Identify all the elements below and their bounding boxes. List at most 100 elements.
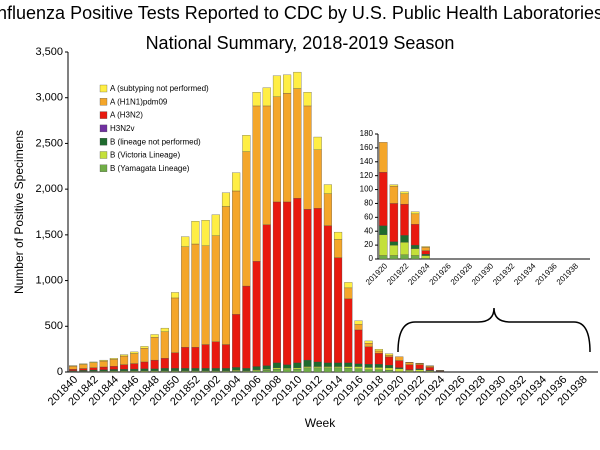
- bar-segment: [252, 92, 261, 107]
- bar-segment: [170, 352, 180, 369]
- bar-segment: [389, 244, 399, 256]
- bar-segment: [293, 369, 302, 373]
- bar-segment: [303, 92, 312, 107]
- legend-label: A (H1N1)pdm09: [110, 97, 168, 106]
- bar-segment: [99, 366, 108, 370]
- bar-segment: [262, 224, 271, 366]
- bar-segment: [379, 234, 388, 256]
- bar-segment: [293, 71, 302, 89]
- bar-segment: [170, 292, 180, 299]
- bar-segment: [109, 366, 118, 370]
- bar-segment: [120, 369, 129, 372]
- bar-segment: [252, 261, 261, 367]
- bar-segment: [344, 366, 353, 369]
- bar-segment: [323, 225, 332, 364]
- bar-segment: [374, 353, 383, 365]
- y-tick-label: 1,500: [35, 229, 63, 241]
- bar-segment: [313, 367, 322, 373]
- bar-segment: [374, 369, 383, 373]
- bar-segment: [344, 282, 353, 289]
- y-tick-label: 20: [364, 240, 373, 249]
- bar-segment: [272, 369, 281, 373]
- bar-segment: [364, 364, 373, 368]
- bar-segment: [150, 334, 159, 338]
- bar-segment: [191, 368, 200, 371]
- bar-segment: [303, 367, 312, 373]
- bar-segment: [201, 344, 210, 369]
- bar-segment: [160, 358, 169, 369]
- legend-swatch: [99, 164, 108, 172]
- bar-segment: [334, 366, 343, 369]
- bar-segment: [89, 367, 98, 371]
- bar-segment: [242, 135, 251, 152]
- bar-segment: [140, 361, 149, 369]
- bar-segment: [109, 358, 118, 360]
- y-tick-label: 0: [369, 254, 374, 263]
- y-tick-label: 3,000: [35, 92, 63, 104]
- bar-segment: [79, 363, 88, 365]
- inset-bracket: [397, 307, 591, 353]
- bar-segment: [410, 224, 420, 246]
- bar-segment: [400, 235, 409, 243]
- y-tick-label: 2,000: [35, 183, 63, 195]
- x-tick-label: 201938: [555, 261, 581, 287]
- x-tick-label: 201934: [512, 261, 538, 287]
- bar-segment: [150, 359, 159, 369]
- bar-segment: [323, 193, 332, 226]
- bar-segment: [272, 75, 281, 97]
- bar-segment: [364, 367, 373, 370]
- chart-title: Influenza Positive Tests Reported to CDC…: [0, 3, 600, 23]
- bar-segment: [272, 96, 281, 203]
- y-tick-label: 1,000: [35, 274, 63, 286]
- bar-segment: [415, 364, 424, 370]
- bar-segment: [109, 359, 118, 367]
- bar-segment: [293, 362, 302, 369]
- bar-segment: [374, 350, 383, 354]
- bar-segment: [389, 184, 399, 187]
- bar-segment: [130, 351, 139, 354]
- bar-segment: [303, 359, 312, 367]
- bar-segment: [150, 368, 159, 371]
- bar-segment: [313, 208, 322, 363]
- bar-segment: [252, 105, 261, 262]
- bar-segment: [181, 368, 190, 371]
- bar-segment: [120, 354, 129, 357]
- bar-segment: [415, 369, 424, 372]
- bar-segment: [201, 245, 210, 345]
- x-tick-label: 201930: [470, 261, 496, 287]
- bar-segment: [170, 297, 180, 353]
- bar-segment: [323, 366, 332, 369]
- bar-segment: [191, 347, 200, 369]
- bar-segment: [421, 246, 430, 248]
- bar-segment: [395, 367, 404, 369]
- bar-segment: [374, 367, 383, 370]
- y-axis-label: Number of Positive Specimens: [12, 130, 26, 294]
- y-tick-label: 0: [57, 366, 63, 378]
- y-tick-label: 140: [360, 157, 374, 166]
- y-tick-label: 40: [364, 226, 373, 235]
- bar-segment: [389, 241, 399, 246]
- bar-segment: [389, 185, 399, 204]
- bar-segment: [334, 257, 343, 364]
- legend-swatch: [99, 124, 108, 133]
- bar-segment: [354, 368, 363, 373]
- bar-segment: [130, 353, 139, 364]
- bar-segment: [344, 298, 353, 364]
- bar-segment: [262, 365, 271, 370]
- legend-swatch: [99, 151, 108, 159]
- bar-segment: [99, 360, 108, 368]
- bar-segment: [120, 355, 129, 365]
- bar-segment: [140, 346, 149, 349]
- chart-subtitle: National Summary, 2018-2019 Season: [146, 33, 455, 53]
- y-tick-label: 500: [45, 320, 63, 332]
- bar-segment: [421, 253, 430, 256]
- bar-segment: [364, 343, 373, 348]
- bar-segment: [400, 193, 409, 205]
- bar-segment: [221, 344, 231, 369]
- bar-segment: [293, 198, 302, 364]
- y-tick-label: 3,500: [35, 46, 63, 58]
- bar-segment: [160, 368, 169, 371]
- bar-segment: [221, 368, 231, 371]
- y-tick-label: 120: [360, 171, 374, 180]
